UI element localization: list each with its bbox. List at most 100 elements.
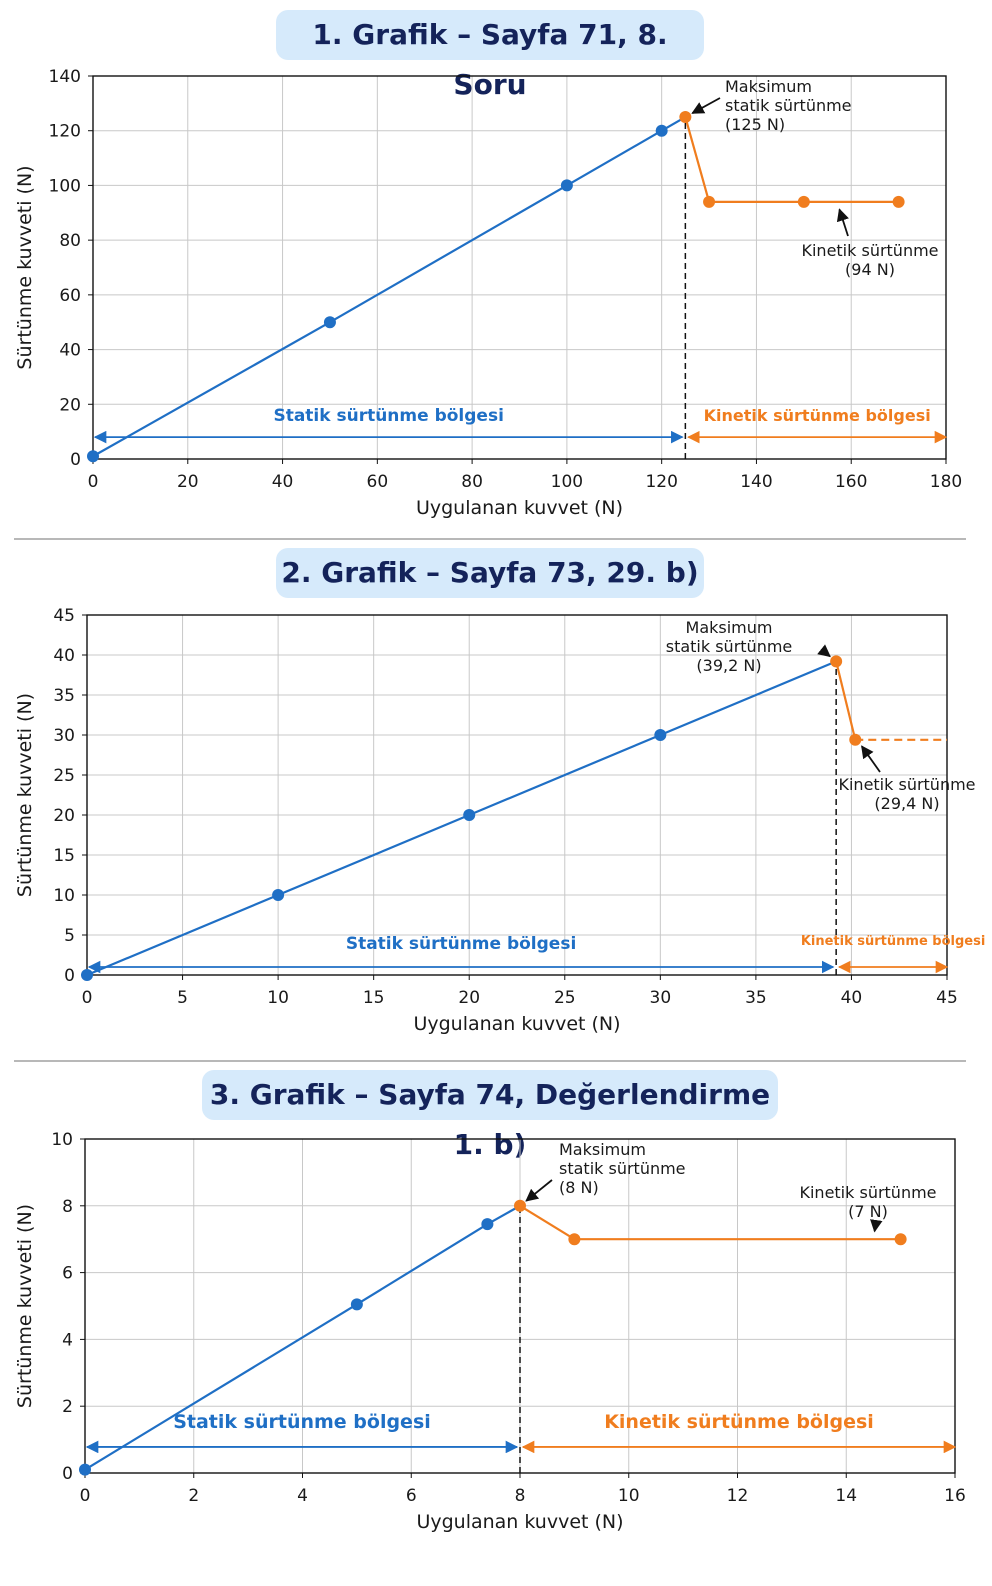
x-tick-label: 40 — [272, 472, 294, 492]
chart-title-1: 1. Grafik – Sayfa 71, 8. Soru — [276, 10, 704, 101]
annotation-arrow — [861, 745, 881, 773]
annotation-text: Maksimum — [686, 618, 773, 637]
y-tick-label: 100 — [49, 176, 81, 196]
chart-panel-2: 2. Grafik – Sayfa 73, 29. b) 0 5 10 15 20 25 3… — [14, 548, 985, 1035]
region-label: Statik sürtünme bölgesi — [346, 934, 576, 954]
x-tick-label: 15 — [363, 988, 385, 1008]
data-point — [830, 655, 843, 668]
data-point — [79, 1463, 91, 1476]
series-line — [84, 1204, 521, 1471]
y-axis-label: Sürtünme kuvveti (N) — [14, 1204, 36, 1408]
data-point — [350, 1298, 363, 1311]
y-tick-label: 80 — [59, 231, 81, 251]
y-tick-label: 40 — [53, 646, 75, 666]
y-tick-label: 8 — [62, 1197, 73, 1217]
x-tick-label: 12 — [727, 1486, 749, 1506]
chart-title-2: 2. Grafik – Sayfa 73, 29. b) — [276, 548, 704, 598]
x-tick-label: 40 — [841, 988, 863, 1008]
x-axis-label: Uygulanan kuvvet (N) — [416, 497, 623, 519]
data-point — [463, 809, 476, 821]
x-tick-label: 0 — [88, 472, 99, 492]
y-tick-label: 20 — [53, 806, 75, 826]
annotation-text: Maksimum — [725, 77, 812, 96]
series-line — [684, 116, 899, 203]
chart-title-3: 3. Grafik – Sayfa 74, Değerlendirme 1. b… — [202, 1070, 778, 1161]
annotation-text: Kinetik sürtünme — [799, 1183, 936, 1202]
y-tick-label: 5 — [64, 926, 75, 946]
region-label: Kinetik sürtünme bölgesi — [801, 934, 985, 949]
annotation-text: (8 N) — [559, 1178, 599, 1197]
annotation-text: statik sürtünme — [559, 1159, 686, 1178]
region-label: Statik sürtünme bölgesi — [273, 406, 503, 426]
y-tick-label: 0 — [62, 1464, 73, 1484]
x-tick-label: 10 — [618, 1486, 640, 1506]
x-tick-label: 30 — [650, 988, 672, 1008]
data-point — [568, 1233, 581, 1246]
x-tick-label: 4 — [297, 1486, 308, 1506]
x-tick-label: 16 — [944, 1486, 966, 1506]
y-tick-label: 15 — [53, 846, 75, 866]
data-point — [892, 195, 905, 208]
x-tick-label: 25 — [554, 988, 576, 1008]
x-tick-label: 0 — [82, 988, 93, 1008]
annotation-text: statik sürtünme — [725, 96, 852, 115]
x-tick-label: 140 — [740, 472, 772, 492]
data-point — [679, 111, 692, 124]
y-tick-label: 25 — [53, 766, 75, 786]
data-point — [87, 450, 99, 463]
x-tick-label: 14 — [835, 1486, 857, 1506]
x-tick-label: 35 — [745, 988, 767, 1008]
section-divider — [14, 538, 966, 540]
y-tick-label: 140 — [49, 67, 81, 87]
data-point — [894, 1233, 907, 1246]
x-axis-label: Uygulanan kuvvet (N) — [413, 1013, 620, 1035]
data-point — [560, 179, 573, 192]
chart-1: 0 20 40 60 80 100 120 140 160 180 0 20 40 60 80 100 120 1… — [14, 67, 962, 519]
x-tick-label: 160 — [835, 472, 867, 492]
y-tick-label: 35 — [53, 686, 75, 706]
annotation-arrow — [817, 644, 831, 658]
y-tick-label: 60 — [59, 286, 81, 306]
x-tick-label: 5 — [177, 988, 188, 1008]
x-tick-label: 80 — [461, 472, 483, 492]
annotation-text: (94 N) — [845, 260, 895, 279]
x-tick-label: 100 — [551, 472, 583, 492]
y-tick-label: 0 — [70, 450, 81, 470]
annotation-text: (39,2 N) — [696, 656, 761, 675]
y-tick-label: 120 — [49, 122, 81, 142]
y-tick-label: 10 — [51, 1130, 73, 1150]
region-label: Statik sürtünme bölgesi — [173, 1411, 431, 1433]
data-point — [481, 1218, 494, 1231]
region-label: Kinetik sürtünme bölgesi — [704, 406, 931, 425]
annotation-text: (125 N) — [725, 115, 785, 134]
data-point — [272, 889, 285, 901]
x-axis-label: Uygulanan kuvvet (N) — [416, 1511, 623, 1533]
y-axis-label: Sürtünme kuvveti (N) — [14, 693, 36, 897]
annotation-text: Maksimum — [559, 1140, 646, 1159]
data-point — [654, 729, 667, 741]
region-label: Kinetik sürtünme bölgesi — [604, 1411, 874, 1433]
y-axis-label: Sürtünme kuvveti (N) — [14, 165, 36, 369]
y-tick-label: 2 — [62, 1397, 73, 1417]
x-tick-label: 20 — [177, 472, 199, 492]
data-point — [655, 124, 668, 137]
y-tick-label: 0 — [64, 966, 75, 986]
annotation-text: Kinetik sürtünme — [801, 241, 938, 260]
annotation-text: (29,4 N) — [874, 794, 939, 813]
data-point — [514, 1199, 526, 1212]
plot-frame — [92, 75, 947, 460]
annotation-text: (7 N) — [848, 1202, 888, 1221]
data-point — [797, 195, 810, 208]
annotation-arrow — [870, 1219, 883, 1233]
y-tick-label: 20 — [59, 395, 81, 415]
data-point — [81, 969, 93, 981]
data-point — [323, 316, 336, 329]
annotation-text: Kinetik sürtünme — [838, 775, 975, 794]
plot-frame — [86, 614, 948, 976]
annotation-arrow — [836, 208, 849, 237]
x-tick-label: 6 — [406, 1486, 417, 1506]
x-tick-label: 20 — [458, 988, 480, 1008]
data-point — [703, 195, 716, 208]
